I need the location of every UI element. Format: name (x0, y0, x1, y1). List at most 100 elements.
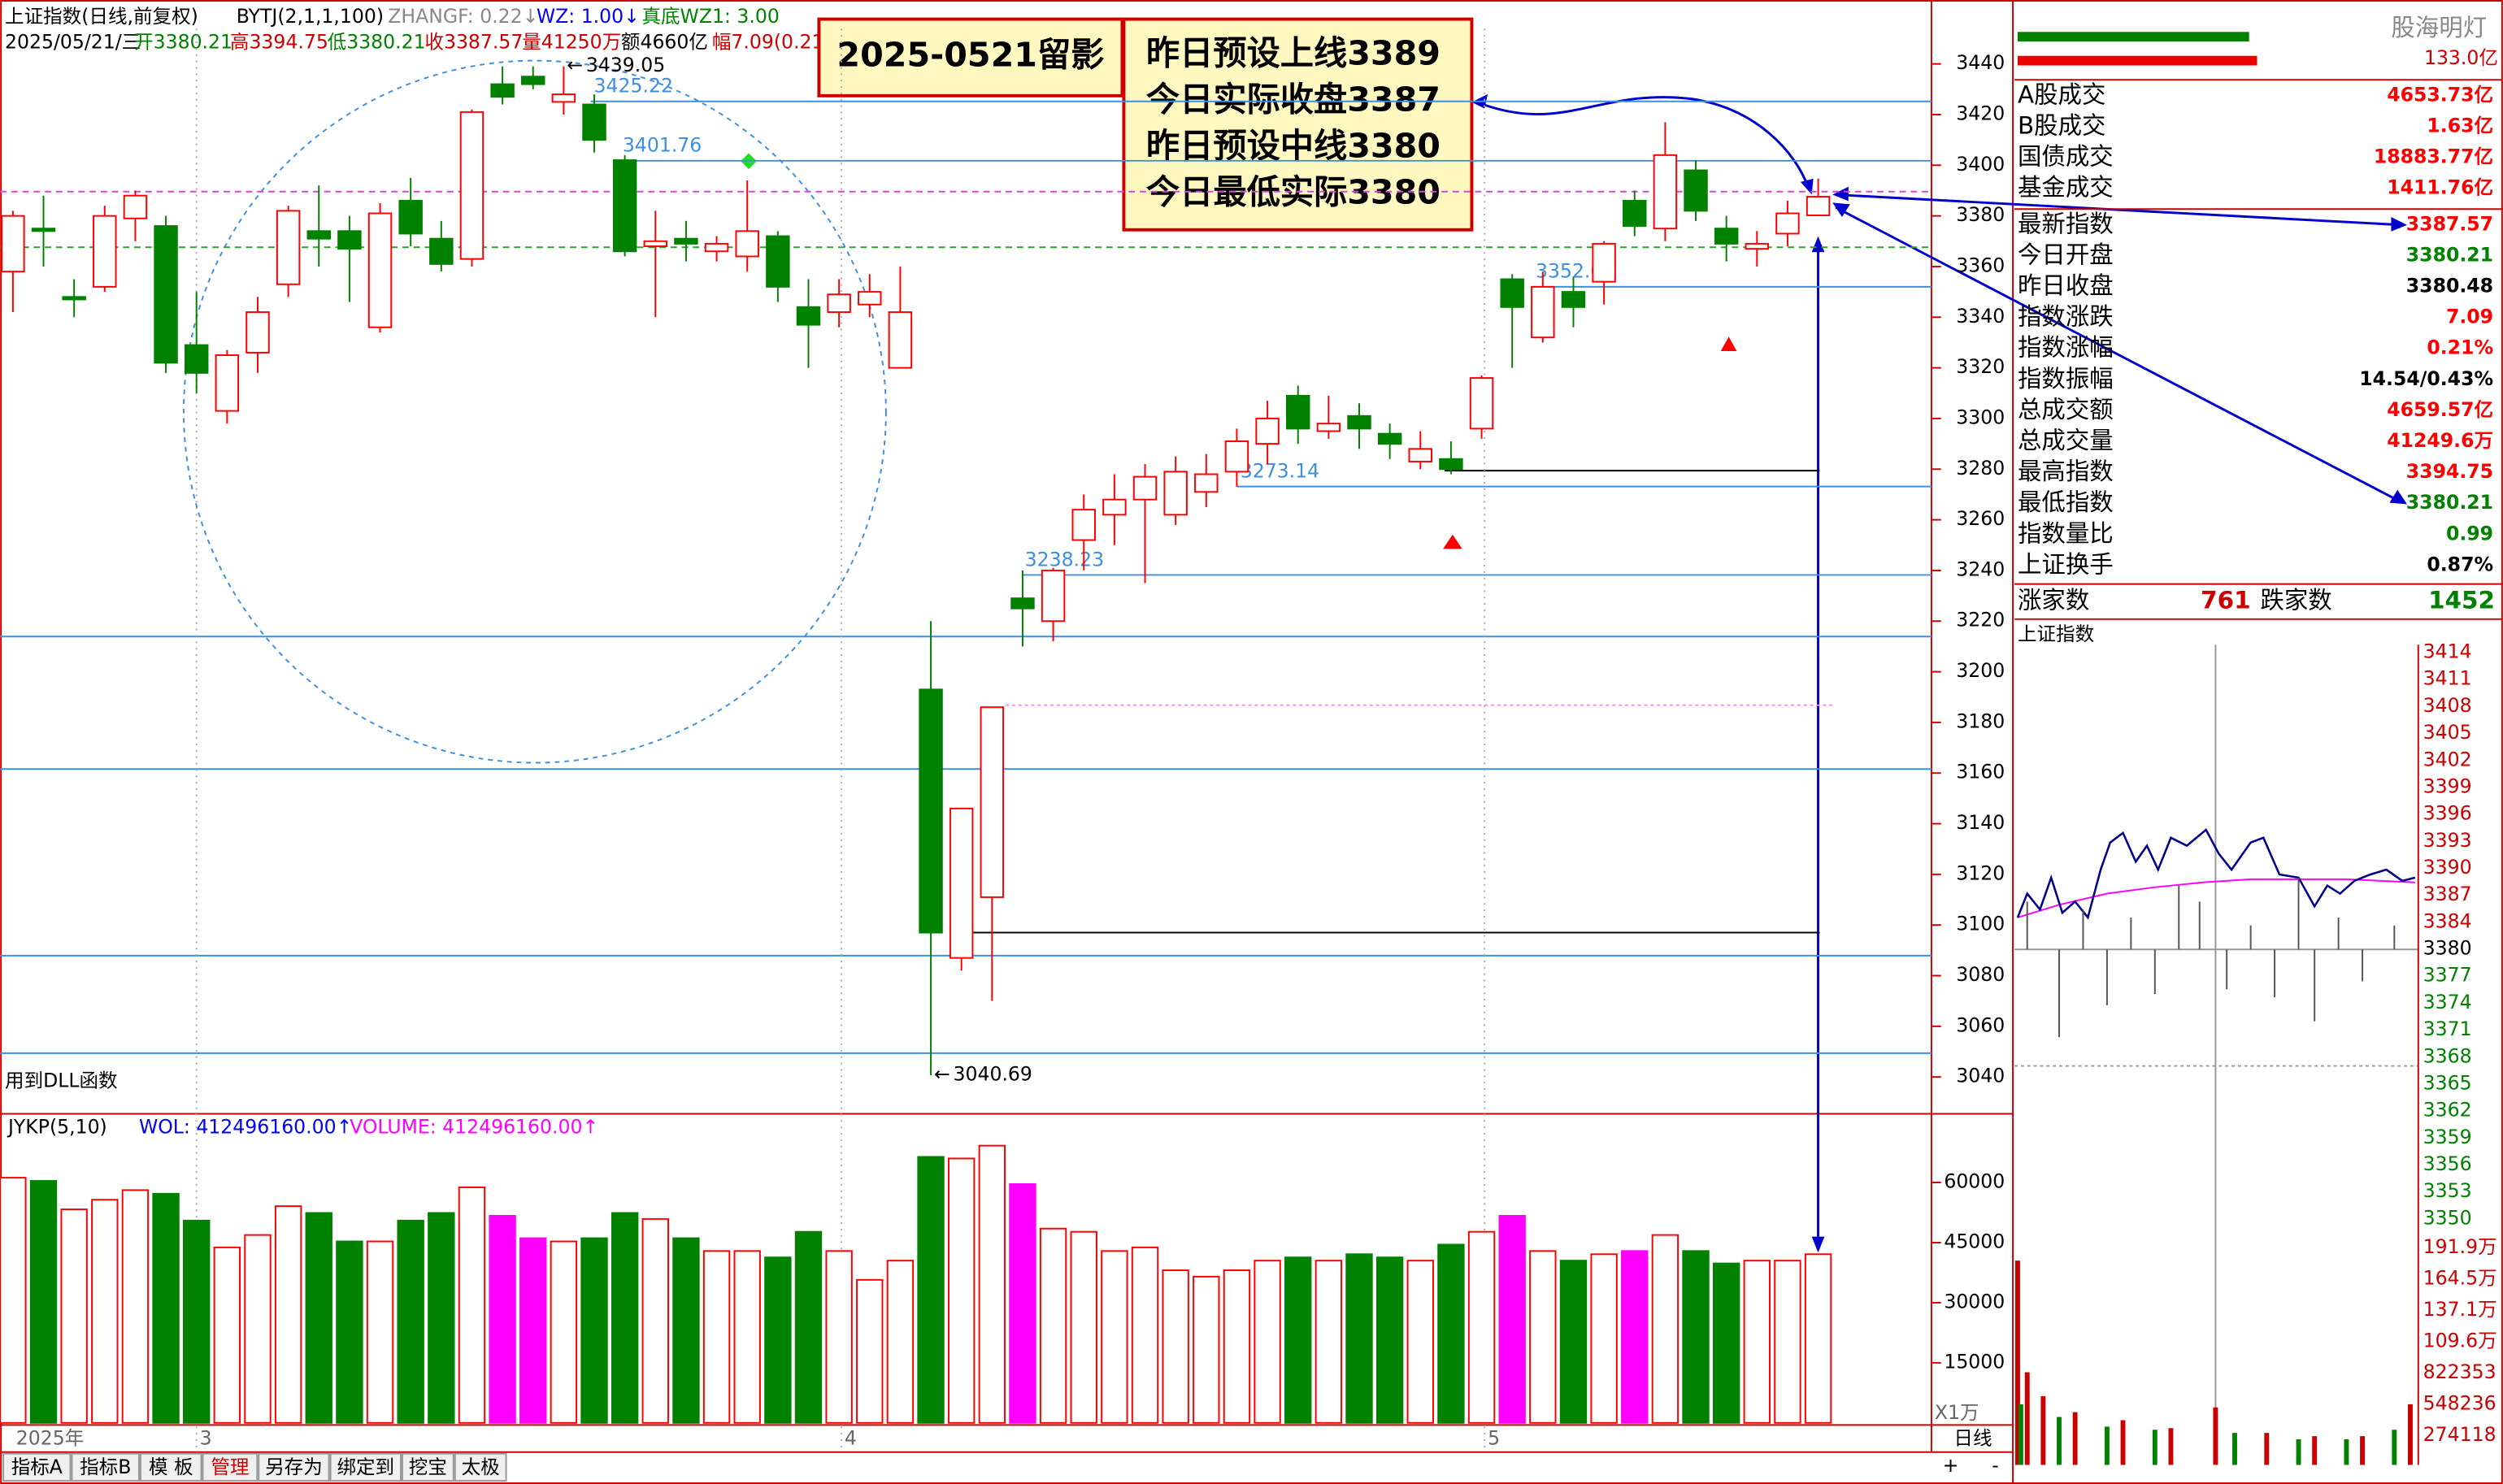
tab-label[interactable]: 模 板 (149, 1456, 193, 1478)
zoom-in[interactable]: + (1943, 1454, 1959, 1477)
volume-bar (1804, 1253, 1832, 1424)
panel-label: 最低指数 (2018, 488, 2114, 516)
mini-vol-label: 191.9万 (2423, 1235, 2497, 1258)
volume-bar (1529, 1250, 1557, 1424)
tab-label[interactable]: 太极 (462, 1456, 500, 1478)
tab-label[interactable]: 挖宝 (409, 1456, 447, 1478)
mini-volume (2015, 1261, 2413, 1465)
period[interactable]: 日线 (1953, 1427, 1992, 1450)
mini-tick-label: 3380 (2423, 937, 2472, 960)
volume-bar (947, 1157, 976, 1424)
candle-body (1592, 242, 1616, 283)
month-label: 5 (1488, 1427, 1500, 1450)
volume-bar (489, 1214, 516, 1424)
volume-bar (1009, 1183, 1036, 1424)
zoom-out[interactable]: - (1992, 1454, 1999, 1477)
title: 上证指数(日线,前复权) (5, 5, 198, 28)
volume-bar (611, 1212, 639, 1424)
candle-body (704, 242, 729, 253)
tab-label[interactable]: 另存为 (265, 1456, 323, 1478)
vol-tick-label: 15000 (1944, 1350, 2005, 1373)
candle-body (827, 293, 851, 314)
vol-tick-label: 60000 (1944, 1170, 2005, 1193)
volume-bar (702, 1250, 731, 1424)
volume-bar (1590, 1253, 1618, 1424)
panel-label: 今日开盘 (2018, 241, 2114, 268)
candle-body (398, 199, 423, 235)
quote: 低3380.21 (328, 31, 426, 54)
panel-label: 最高指数 (2018, 458, 2114, 485)
panel-label: 指数涨幅 (2018, 334, 2114, 362)
candle-body (582, 103, 606, 141)
tab-label[interactable]: 管理 (211, 1456, 249, 1478)
candle-body (796, 306, 821, 326)
volume-bar (336, 1240, 363, 1424)
volume-bar (794, 1230, 823, 1424)
y-tick-label: 3080 (1956, 963, 2005, 986)
tab-label[interactable]: 指标A (11, 1456, 63, 1478)
tab[interactable] (258, 1452, 330, 1482)
panel-value: 3394.75 (2406, 460, 2493, 483)
month-label: 3 (200, 1427, 212, 1450)
volume-bar (825, 1250, 853, 1424)
high-arrow: ← (567, 54, 583, 76)
low-label: 3040.69 (954, 1063, 1032, 1086)
volume-bar (183, 1219, 211, 1424)
tab[interactable] (401, 1452, 454, 1482)
breadth-value: 761 (2201, 587, 2250, 614)
tab[interactable] (2, 1452, 72, 1482)
volume-bar (764, 1256, 792, 1424)
candle-body (367, 212, 393, 328)
panel-label: 上证换手 (2018, 550, 2114, 578)
volume-bar (1559, 1260, 1588, 1424)
indicator: ZHANGF: 0.22↓ (388, 5, 538, 28)
arrow (1475, 96, 1810, 189)
note-text: 昨日预设中线3380 (1146, 127, 1441, 166)
volume-bar (1437, 1243, 1465, 1424)
volume-bar (0, 1177, 27, 1424)
y-tick-label: 3420 (1956, 102, 2005, 124)
candle-body (1623, 199, 1647, 228)
breadth-value: 1452 (2428, 587, 2495, 614)
candle-body (1347, 414, 1371, 430)
note-text: 昨日预设上线3389 (1146, 34, 1441, 73)
candle-body (276, 210, 301, 285)
volume-bar (428, 1212, 455, 1424)
tab[interactable] (202, 1452, 259, 1482)
note-text: 2025-0521留影 (837, 36, 1104, 75)
mini-vol-label: 548236 (2423, 1391, 2496, 1414)
panel-value: 0.99 (2446, 522, 2493, 545)
panel-value: 4653.73亿 (2387, 83, 2493, 106)
volume-bar (641, 1217, 669, 1424)
tab[interactable] (454, 1452, 507, 1482)
candle-body (858, 291, 882, 306)
panel-label: 总成交量 (2018, 427, 2114, 454)
candle-body (1684, 169, 1708, 212)
indicator: WZ: 1.00↓ (537, 5, 640, 28)
tab[interactable] (139, 1452, 202, 1482)
volume-bar (60, 1208, 88, 1424)
mini-vol-label: 274118 (2423, 1423, 2496, 1446)
panel-label: 基金成交 (2018, 174, 2114, 202)
tab-label[interactable]: 绑定到 (337, 1456, 394, 1478)
volume-bar (1162, 1269, 1189, 1424)
high-label: 3439.05 (586, 54, 665, 76)
volume-bar (978, 1144, 1006, 1424)
panel-value: 1411.76亿 (2387, 176, 2493, 199)
panel-label: 最新指数 (2018, 210, 2114, 237)
vol-indicator: JYKP(5,10) (7, 1116, 107, 1139)
panel-value: 0.87% (2427, 553, 2493, 575)
tab[interactable] (329, 1452, 402, 1482)
tab[interactable] (71, 1452, 140, 1482)
y-tick-label: 3320 (1956, 355, 2005, 378)
mini-tick-label: 3387 (2423, 883, 2472, 905)
volume-bar (550, 1240, 578, 1424)
quote: 额4660亿 (621, 31, 708, 54)
tab-label[interactable]: 指标B (80, 1456, 131, 1478)
quote: 量41250万 (522, 31, 621, 54)
mini-tick-label: 3402 (2423, 748, 2472, 770)
mini-tick-label: 3371 (2423, 1018, 2472, 1040)
level-label: 3401.76 (623, 134, 702, 157)
y-tick-label: 3300 (1956, 406, 2005, 428)
